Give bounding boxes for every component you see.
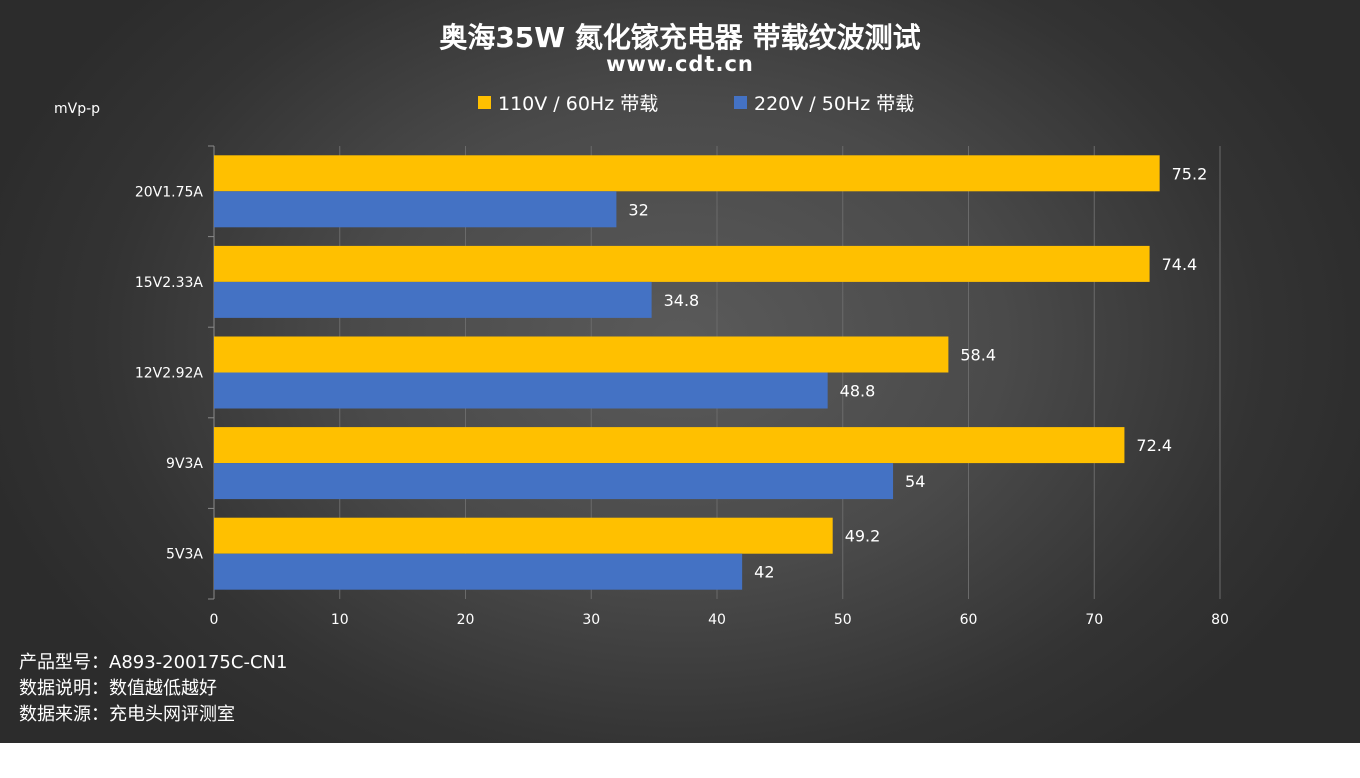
bar-series0-0 — [214, 155, 1160, 192]
bar-series0-3 — [214, 427, 1125, 464]
x-tick-label-50: 50 — [834, 612, 852, 628]
notes: 产品型号：A893-200175C-CN1 数据说明：数值越低越好 数据来源：充… — [19, 650, 287, 728]
data-label-series0-1: 74.4 — [1162, 255, 1198, 274]
bar-series1-1 — [214, 281, 652, 318]
chart-subtitle: www.cdt.cn — [606, 52, 754, 76]
data-label-series0-3: 72.4 — [1136, 436, 1172, 455]
category-label-0: 20V1.75A — [135, 184, 204, 200]
note-data-source: 数据来源：充电头网评测室 — [19, 704, 235, 725]
x-tick-label-20: 20 — [457, 612, 475, 628]
legend-item-220v: 220V / 50Hz 带载 — [734, 90, 915, 115]
data-label-series0-0: 75.2 — [1172, 164, 1208, 183]
x-tick-label-0: 0 — [210, 612, 219, 628]
legend-label-110v: 110V / 60Hz 带载 — [498, 92, 659, 115]
bar-series1-2 — [214, 372, 828, 409]
x-tick-label-30: 30 — [582, 612, 600, 628]
axis-unit-label: mVp-p — [54, 101, 101, 117]
note-product-model: 产品型号：A893-200175C-CN1 — [19, 652, 288, 673]
data-label-series0-4: 49.2 — [845, 527, 881, 546]
legend-swatch-110v — [478, 95, 491, 109]
bar-series0-4 — [214, 517, 833, 554]
x-tick-label-40: 40 — [708, 612, 726, 628]
legend-item-110v: 110V / 60Hz 带载 — [478, 90, 659, 115]
category-label-2: 12V2.92A — [135, 366, 204, 382]
data-label-series1-0: 32 — [628, 200, 648, 219]
data-label-series0-2: 58.4 — [960, 346, 996, 365]
category-label-4: 5V3A — [166, 547, 203, 563]
note-data-description: 数据说明：数值越低越好 — [19, 678, 217, 699]
bar-series1-4 — [214, 553, 743, 590]
data-label-series1-1: 34.8 — [664, 291, 700, 310]
chart-canvas: 奥海35W 氮化镓充电器 带载纹波测试 www.cdt.cn 110V / 60… — [0, 0, 1360, 743]
data-label-series1-3: 54 — [905, 472, 925, 491]
bar-series1-3 — [214, 463, 894, 500]
legend-swatch-220v — [734, 95, 747, 109]
x-tick-label-80: 80 — [1211, 612, 1229, 628]
bar-series1-0 — [214, 191, 617, 228]
bar-chart: 20V1.75A 15V2.33A 12V2.92A 9V3A 5V3A 75.2 74.4… — [135, 145, 1229, 628]
chart-title: 奥海35W 氮化镓充电器 带载纹波测试 — [439, 21, 921, 54]
legend-label-220v: 220V / 50Hz 带载 — [754, 92, 915, 115]
legend: 110V / 60Hz 带载 220V / 50Hz 带载 — [0, 90, 1360, 115]
data-label-series1-2: 48.8 — [840, 382, 876, 401]
category-label-1: 15V2.33A — [135, 275, 204, 291]
x-tick-label-60: 60 — [960, 612, 978, 628]
data-label-series1-4: 42 — [754, 563, 774, 582]
category-label-3: 9V3A — [166, 456, 203, 472]
bar-series0-1 — [214, 245, 1150, 282]
bar-series0-2 — [214, 336, 949, 373]
x-tick-label-70: 70 — [1085, 612, 1103, 628]
x-tick-label-10: 10 — [331, 612, 349, 628]
